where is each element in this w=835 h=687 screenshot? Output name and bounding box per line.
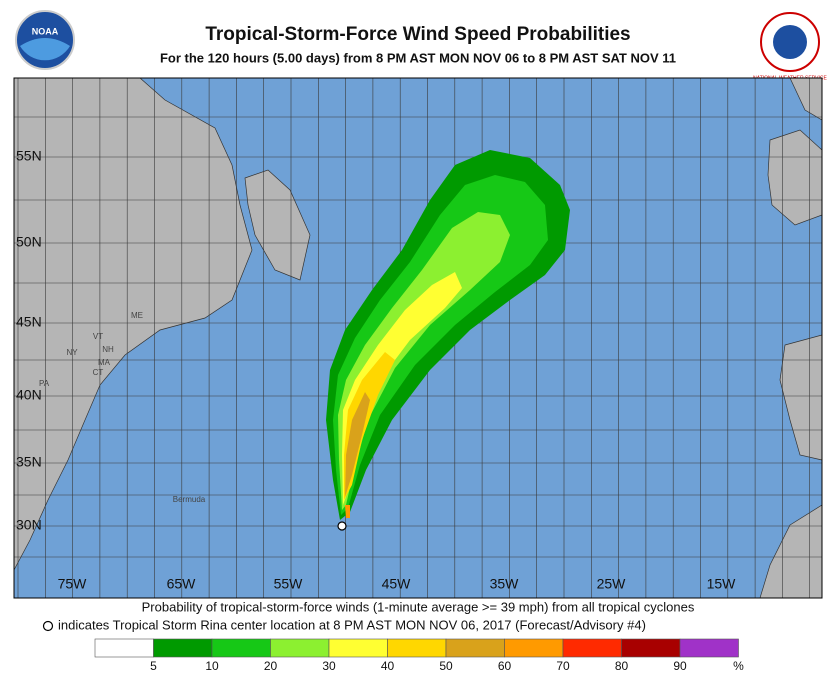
lon-label: 15W <box>707 576 737 592</box>
place-label: Bermuda <box>173 495 206 504</box>
map-labels: 55N 50N 45N 40N 35N 30N 75W 65W 55W 45W 35W 25W 15W M… <box>16 148 736 592</box>
british-isles <box>767 129 823 226</box>
map: 55N 50N 45N 40N 35N 30N 75W 65W 55W 45W 35W 25W 15W M… <box>13 77 823 599</box>
legend-swatch <box>94 638 154 658</box>
lon-label: 35W <box>490 576 520 592</box>
legend-swatch <box>211 638 271 658</box>
lat-label: 50N <box>16 234 42 250</box>
swath-50 <box>345 392 370 497</box>
grid <box>14 78 822 598</box>
lat-label: 35N <box>16 454 42 470</box>
lon-label: 65W <box>167 576 197 592</box>
subtitle: For the 120 hours (5.00 days) from 8 PM … <box>160 50 676 65</box>
legend-label: 5 <box>150 659 157 673</box>
swath-20 <box>338 212 510 510</box>
caption-line2: indicates Tropical Storm Rina center loc… <box>58 617 646 632</box>
legend-swatch <box>387 638 447 658</box>
legend-label: 90 <box>673 659 687 673</box>
legend-label: 40 <box>381 659 395 673</box>
lat-label: 30N <box>16 517 42 533</box>
caption-line1: Probability of tropical-storm-force wind… <box>142 599 695 614</box>
legend-swatch <box>445 638 505 658</box>
legend-swatch <box>679 638 739 658</box>
legend: 5 10 20 30 40 50 60 70 80 90% <box>94 638 744 673</box>
nws-logo-inner <box>773 25 807 59</box>
caption-marker <box>42 620 54 632</box>
newfoundland <box>244 169 311 281</box>
legend-label: 30 <box>322 659 336 673</box>
place-label: NY <box>66 348 78 357</box>
legend-label: 80 <box>615 659 629 673</box>
title: Tropical-Storm-Force Wind Speed Probabil… <box>205 24 630 45</box>
storm-center <box>337 521 347 531</box>
noaa-logo-text: NOAA <box>32 26 59 36</box>
lon-label: 25W <box>597 576 627 592</box>
legend-swatch <box>562 638 622 658</box>
legend-swatch <box>621 638 681 658</box>
legend-swatch <box>328 638 388 658</box>
place-label: PA <box>39 379 50 388</box>
lon-label: 75W <box>58 576 88 592</box>
lon-label: 45W <box>382 576 412 592</box>
legend-swatch <box>153 638 213 658</box>
noaa-logo-wave <box>20 38 70 61</box>
legend-label: % <box>733 659 744 673</box>
lon-label: 55W <box>274 576 304 592</box>
map-frame <box>13 77 823 599</box>
legend-label: 20 <box>264 659 278 673</box>
lat-label: 45N <box>16 314 42 330</box>
lat-label: 40N <box>16 387 42 403</box>
swath-60 <box>345 505 350 518</box>
legend-label: 10 <box>205 659 219 673</box>
lat-label: 55N <box>16 148 42 164</box>
legend-label: 70 <box>556 659 570 673</box>
swath-40 <box>344 352 395 500</box>
place-label: NH <box>102 345 114 354</box>
legend-swatch <box>270 638 330 658</box>
place-label: ME <box>131 311 143 320</box>
place-label: MA <box>98 358 111 367</box>
place-label: CT <box>93 368 104 377</box>
legend-label: 60 <box>498 659 512 673</box>
legend-swatch <box>504 638 564 658</box>
place-label: VT <box>93 332 103 341</box>
legend-label: 50 <box>439 659 453 673</box>
